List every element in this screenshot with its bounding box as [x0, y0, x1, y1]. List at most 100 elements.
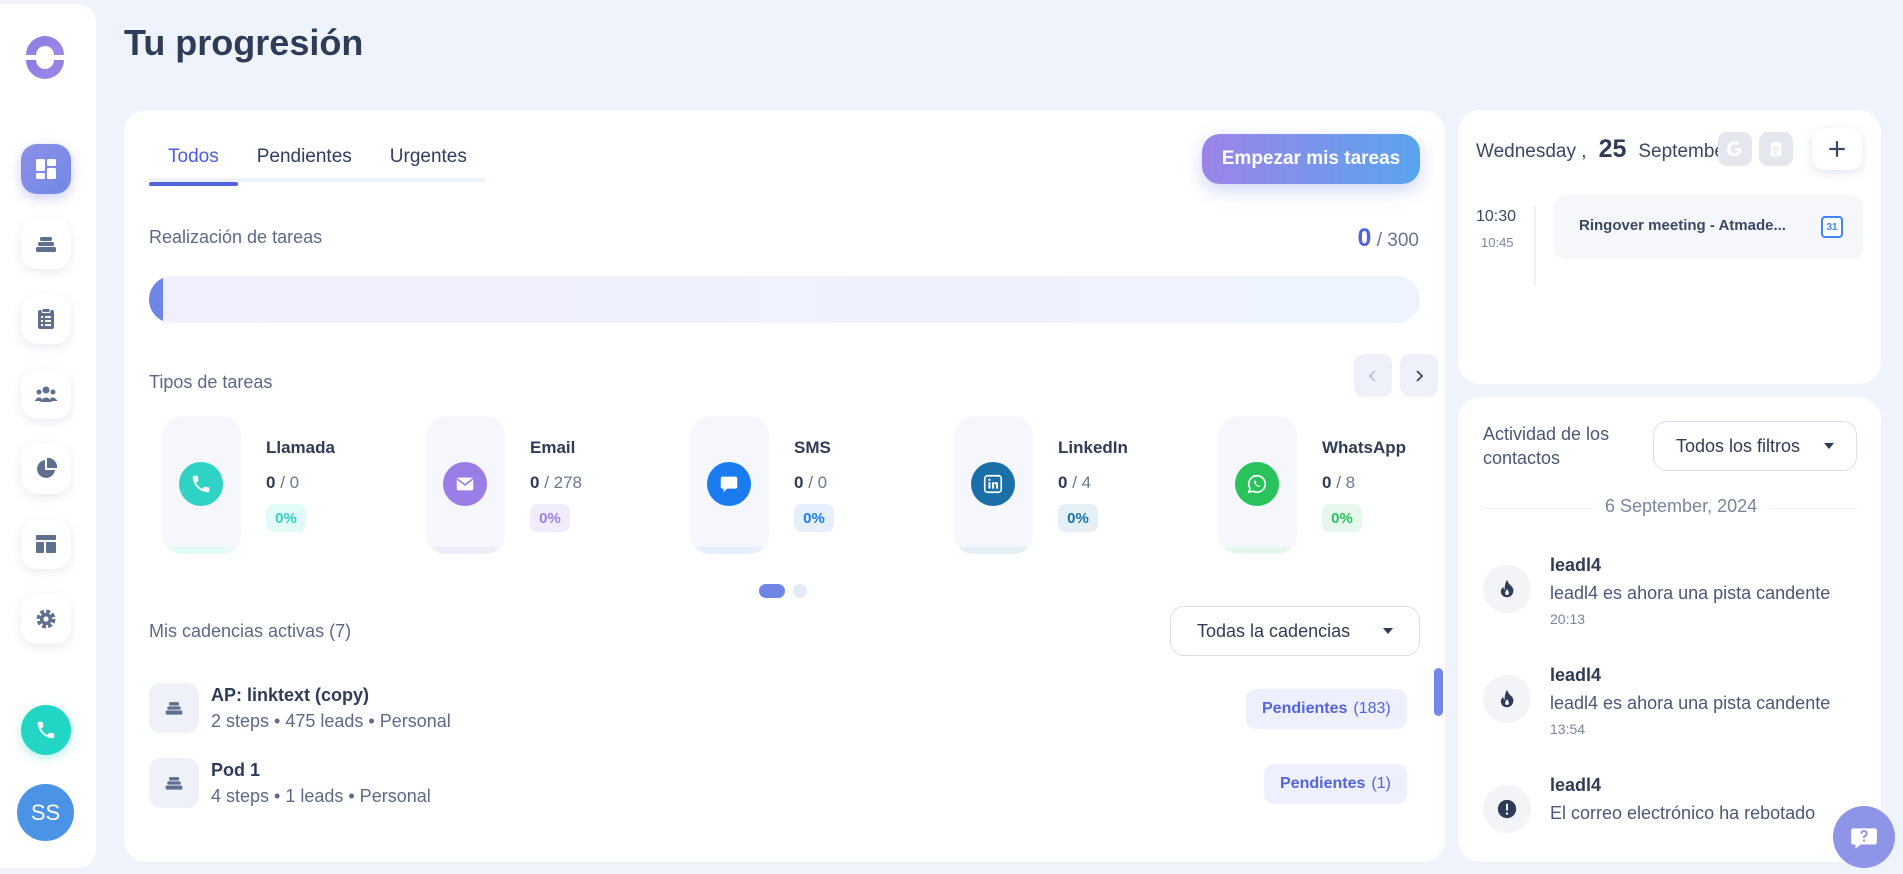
activity-contact-name: leadl4 — [1550, 775, 1602, 795]
cadence-filter-select[interactable]: Todas la cadencias — [1170, 606, 1420, 656]
task-type-total: / 278 — [544, 473, 583, 492]
completion-label: Realización de tareas — [149, 227, 323, 247]
sidebar-item-analytics[interactable] — [21, 444, 71, 494]
whatsapp-icon — [1235, 462, 1279, 506]
completion-done: 0 — [1357, 224, 1372, 252]
task-types-prev-button[interactable] — [1354, 354, 1392, 397]
caret-down-icon — [1824, 443, 1834, 449]
chat-icon — [707, 462, 751, 506]
alert-icon — [1483, 785, 1531, 833]
users-icon — [34, 386, 58, 402]
google-icon[interactable] — [1718, 132, 1752, 166]
activity-filter-select[interactable]: Todos los filtros — [1653, 421, 1857, 471]
sidebar: SS — [0, 4, 96, 868]
tab-todos[interactable]: Todos — [149, 144, 238, 186]
cadence-meta: 2 steps • 475 leads • Personal — [211, 711, 451, 731]
tab-pendientes[interactable]: Pendientes — [256, 146, 352, 167]
chevron-left-icon — [1368, 369, 1376, 382]
sidebar-item-tasks[interactable] — [21, 294, 71, 344]
task-type-name: Llamada — [266, 438, 335, 457]
dashboard-icon — [36, 159, 56, 179]
task-type-whatsapp[interactable]: WhatsApp 0 / 8 0% — [1218, 416, 1448, 554]
cadence-meta: 4 steps • 1 leads • Personal — [211, 786, 431, 806]
sidebar-item-contacts[interactable] — [21, 369, 71, 419]
cadence-pending-button[interactable]: Pendientes (183) — [1246, 689, 1407, 729]
task-type-percent: 0% — [1322, 504, 1362, 532]
task-type-llamada[interactable]: Llamada 0 / 0 0% — [162, 416, 392, 554]
task-type-name: WhatsApp — [1322, 438, 1407, 457]
stack-icon — [149, 758, 199, 808]
pending-count: (1) — [1371, 775, 1391, 792]
clipboard-icon[interactable] — [1759, 132, 1793, 166]
task-type-percent: 0% — [266, 504, 306, 532]
task-type-total: / 4 — [1072, 473, 1092, 492]
activity-title: Actividad de los contactos — [1483, 424, 1610, 468]
call-button[interactable] — [21, 705, 71, 755]
tab-bar: Todos Pendientes Urgentes — [149, 144, 485, 186]
avatar[interactable]: SS — [17, 784, 74, 841]
chevron-right-icon — [1416, 369, 1424, 382]
help-button[interactable] — [1833, 806, 1895, 868]
scrollbar-thumb[interactable] — [1434, 668, 1443, 716]
carousel-dot[interactable] — [759, 584, 785, 598]
activity-description: leadl4 es ahora una pista candente — [1550, 583, 1831, 603]
sidebar-item-cadences[interactable] — [21, 219, 71, 269]
completion-total: / 300 — [1376, 230, 1419, 251]
cadence-filter-value: Todas la cadencias — [1197, 620, 1351, 641]
task-type-total: / 0 — [280, 473, 300, 492]
calendar-date: Wednesday , 25 September — [1476, 135, 1731, 164]
stack-icon — [149, 683, 199, 733]
task-type-email[interactable]: Email 0 / 278 0% — [426, 416, 656, 554]
task-type-done: 0 — [1322, 473, 1332, 492]
calendar-card: Wednesday , 25 September 10:30 10:45 Rin… — [1458, 110, 1881, 384]
event-start-time: 10:30 — [1476, 208, 1517, 225]
task-type-percent: 0% — [1058, 504, 1098, 532]
activity-description: El correo electrónico ha rebotado — [1550, 803, 1816, 823]
sidebar-item-dashboard[interactable] — [21, 144, 71, 194]
fire-icon — [1483, 565, 1531, 613]
task-type-done: 0 — [530, 473, 540, 492]
cadence-row[interactable]: AP: linktext (copy) 2 steps • 475 leads … — [149, 683, 1407, 737]
pending-count: (183) — [1353, 700, 1391, 717]
task-type-percent: 0% — [794, 504, 834, 532]
activity-item[interactable]: leadl4 leadl4 es ahora una pista candent… — [1483, 665, 1863, 745]
task-type-count: 0 / 278 — [530, 473, 582, 493]
task-type-name: LinkedIn — [1058, 438, 1128, 457]
cadence-row[interactable]: Pod 1 4 steps • 1 leads • Personal Pendi… — [149, 758, 1407, 812]
activity-time: 13:54 — [1550, 721, 1586, 737]
plus-icon — [1829, 141, 1845, 157]
activity-item[interactable]: leadl4 leadl4 es ahora una pista candent… — [1483, 555, 1863, 635]
task-type-done: 0 — [794, 473, 804, 492]
google-calendar-icon: 31 — [1821, 216, 1843, 238]
fire-icon — [1483, 675, 1531, 723]
activity-date: 6 September, 2024 — [1593, 496, 1770, 517]
cadence-pending-button[interactable]: Pendientes (1) — [1264, 764, 1407, 804]
task-type-sms[interactable]: SMS 0 / 0 0% — [690, 416, 920, 554]
tab-urgentes[interactable]: Urgentes — [389, 146, 467, 167]
sidebar-item-settings[interactable] — [21, 594, 71, 644]
pie-chart-icon — [37, 457, 58, 478]
task-type-count: 0 / 4 — [1058, 473, 1091, 493]
active-cadences-label: Mis cadencias activas (7) — [149, 621, 352, 641]
calendar-event[interactable]: Ringover meeting - Atmade... 31 — [1554, 195, 1863, 259]
cadence-title: AP: linktext (copy) — [211, 685, 370, 705]
sidebar-item-templates[interactable] — [21, 519, 71, 569]
activity-contact-name: leadl4 — [1550, 555, 1602, 575]
cadence-title: Pod 1 — [211, 760, 261, 780]
task-types-next-button[interactable] — [1400, 354, 1438, 397]
task-type-linkedin[interactable]: LinkedIn 0 / 4 0% — [954, 416, 1184, 554]
gear-icon — [36, 609, 56, 629]
start-tasks-button[interactable]: Empezar mis tareas — [1202, 134, 1420, 184]
phone-icon — [179, 462, 223, 506]
completion-progress-fill — [149, 276, 163, 323]
pending-label: Pendientes — [1262, 700, 1348, 717]
timeline-divider — [1534, 206, 1536, 286]
layout-icon — [36, 535, 56, 553]
add-event-button[interactable] — [1812, 128, 1862, 170]
carousel-dots — [759, 584, 807, 598]
completion-progress-bar — [149, 276, 1420, 323]
carousel-dot[interactable] — [793, 584, 807, 598]
task-type-count: 0 / 0 — [266, 473, 299, 493]
activity-item[interactable]: leadl4 El correo electrónico ha rebotado — [1483, 775, 1863, 855]
task-type-percent: 0% — [530, 504, 570, 532]
